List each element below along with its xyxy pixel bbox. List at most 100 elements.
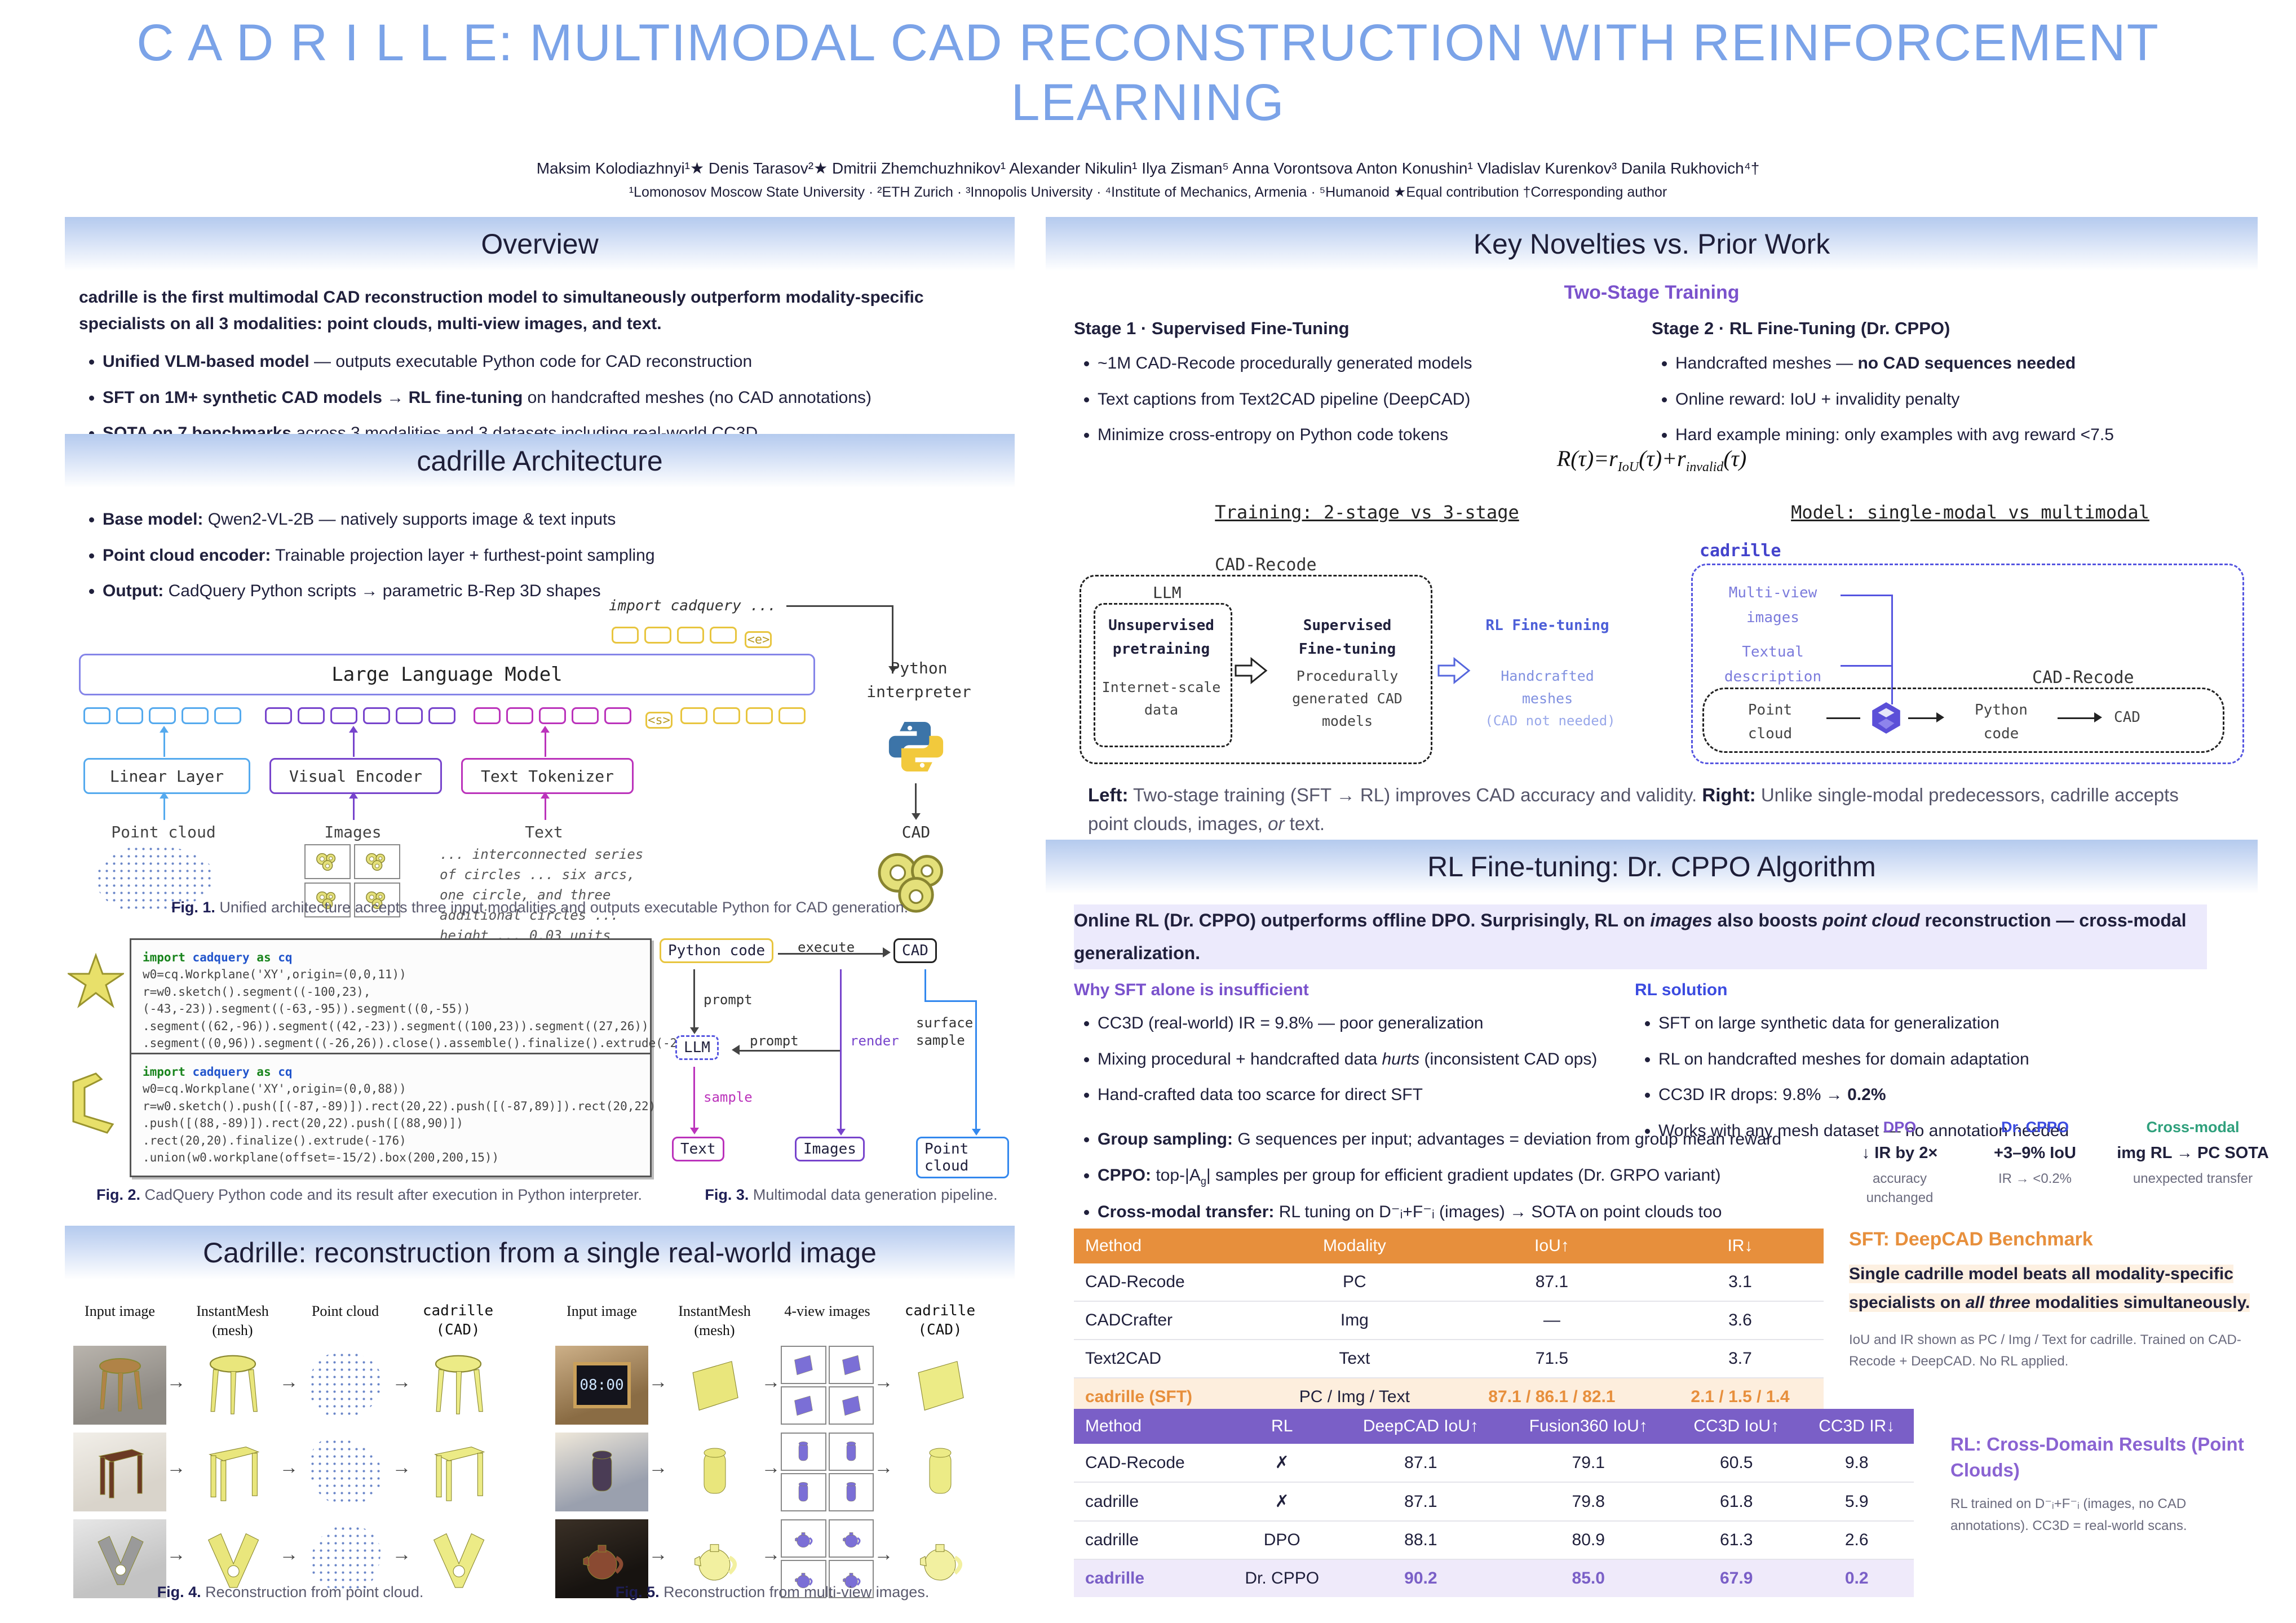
- code-line: .rect(20,20).finalize().extrude(-176): [143, 1133, 406, 1147]
- bullet-item: SFT on large synthetic data for generali…: [1658, 1011, 2255, 1036]
- python-code-node: Python code: [660, 938, 774, 963]
- images-node: Images: [795, 1137, 865, 1161]
- cad-not-needed-label: (CAD not needed): [1485, 713, 1616, 729]
- table-row: CAD-Recode ✗ 87.1 79.1 60.5 9.8: [1074, 1444, 1914, 1483]
- mesh-image: [668, 1433, 761, 1511]
- table-row-highlighted: cadrille Dr. CPPO 90.2 85.0 67.9 0.2: [1074, 1559, 1914, 1597]
- stat-crossmodal: Cross-modal img RL → PC SOTA unexpected …: [2117, 1119, 2269, 1186]
- page-title: C A D R I L L E: MULTIMODAL CAD RECONSTR…: [136, 14, 2160, 131]
- hollow-arrow-icon: [1235, 657, 1268, 685]
- section-header-architecture: cadrille Architecture: [65, 434, 1015, 488]
- authors-line: Maksim Kolodiazhnyi¹★ Denis Tarasov²★ Dm…: [536, 159, 1760, 177]
- section-title: RL Fine-tuning: Dr. CPPO Algorithm: [1427, 851, 1876, 883]
- arrow-icon: →: [761, 1371, 781, 1393]
- handcrafted-meshes-label: Handcrafted meshes: [1501, 668, 1594, 707]
- sft-benchmark-sidebar: SFT: DeepCAD Benchmark Single cadrille m…: [1849, 1229, 2266, 1373]
- bullet-item: Cross-modal transfer: RL tuning on D⁻ᵢ+F…: [1098, 1200, 1847, 1225]
- figure-5-caption: Fig. 5. Reconstruction from multi-view i…: [615, 1584, 930, 1600]
- input-photo: [555, 1432, 648, 1511]
- figure-1-caption: Fig. 1. Unified architecture accepts thr…: [171, 899, 909, 916]
- code-block-2: import cadquery as cq w0=cq.Workplane('X…: [130, 1053, 656, 1177]
- rl-results-heading: RL: Cross-Domain Results (Point Clouds): [1950, 1434, 2244, 1481]
- star-shape-image: [68, 952, 124, 1009]
- section-title: cadrille Architecture: [417, 445, 663, 477]
- fig5-col-header: cadrille (CAD): [904, 1302, 976, 1338]
- arrow-icon: →: [166, 1371, 186, 1393]
- sft-benchmark-table: Method Modality IoU↑ IR↓ CAD-Recode PC 87.1 3…: [1074, 1229, 1824, 1416]
- cad-image: [412, 1346, 505, 1425]
- textual-description-label: Textual description: [1724, 644, 1822, 686]
- arrow-icon: →: [874, 1371, 893, 1393]
- multiview-images-label: Multi-view images: [1728, 584, 1817, 627]
- figure-3-pipeline-diagram: Python code execute CAD prompt LLM promp…: [660, 938, 1009, 1178]
- rl-finetuning-label: RL Fine-tuning: [1485, 617, 1609, 634]
- point-cloud-image: [299, 1346, 392, 1425]
- point-cloud-node: Point cloud: [916, 1137, 1009, 1178]
- input-photo: [555, 1519, 648, 1598]
- cad-image: [893, 1433, 986, 1511]
- stage1-block: Stage 1 · Supervised Fine-Tuning ~1M CAD…: [1074, 318, 1638, 459]
- diagram-caption: Left: Two-stage training (SFT → RL) impr…: [1088, 784, 2179, 835]
- figure-3-caption: Fig. 3. Multimodal data generation pipel…: [705, 1186, 998, 1203]
- section-title: Key Novelties vs. Prior Work: [1473, 228, 1830, 260]
- import-cadquery-label: import cadquery ...: [609, 597, 777, 614]
- sft-benchmark-statement: Single cadrille model beats all modality…: [1849, 1265, 2250, 1312]
- rl-results-note: RL trained on D⁻ᵢ+F⁻ᵢ (images, no CAD an…: [1950, 1496, 2187, 1533]
- unsupervised-pretraining-label: Unsupervised pretraining: [1108, 617, 1214, 658]
- table-row: cadrille ✗ 87.1 79.8 61.8 5.9: [1074, 1482, 1914, 1522]
- code-line: .segment((62,-96)).segment((42,-23)).seg…: [143, 1019, 649, 1033]
- code-line: w0=cq.Workplane('XY',origin=(0,0,11)): [143, 968, 406, 982]
- table-header-row: Method RL DeepCAD IoU↑ Fusion360 IoU↑ CC3D …: [1074, 1409, 1914, 1444]
- llm-label: LLM: [1153, 583, 1182, 602]
- bullet-item: Text captions from Text2CAD pipeline (De…: [1098, 387, 1638, 412]
- code-line: .segment((0,96)).segment((-26,26)).close…: [143, 1036, 692, 1050]
- arrow-icon: →: [279, 1544, 299, 1566]
- multiview-images-thumbnails: [304, 844, 400, 917]
- affiliations-line: ¹Lomonosov Moscow State University · ²ET…: [629, 184, 1667, 200]
- point-cloud-image: [299, 1433, 392, 1511]
- fig4-col-header: Point cloud: [311, 1303, 379, 1319]
- fig4-col-header: InstantMesh (mesh): [196, 1303, 269, 1338]
- input-photo: [73, 1345, 166, 1425]
- bullet-item: SFT on 1M+ synthetic CAD models → RL fin…: [103, 385, 1027, 410]
- mini-stats: DPO ↓ IR by 2× accuracy unchanged Dr. CP…: [1843, 1119, 2272, 1207]
- start-token: <s>: [645, 712, 673, 729]
- rl-solution-heading: RL solution: [1635, 981, 1728, 999]
- cadrille-logo-icon: [1869, 700, 1904, 735]
- fourview-images: [781, 1519, 874, 1598]
- bullet-item: Handcrafted meshes — no CAD sequences ne…: [1675, 351, 2255, 376]
- bullet-item: Group sampling: G sequences per input; a…: [1098, 1127, 1847, 1152]
- prompt-label: prompt: [704, 992, 753, 1008]
- arrow-icon: →: [761, 1457, 781, 1479]
- stat-dpo: DPO ↓ IR by 2× accuracy unchanged: [1861, 1119, 1938, 1205]
- bullet-item: Online reward: IoU + invalidity penalty: [1675, 387, 2255, 412]
- arrow-icon: →: [874, 1544, 893, 1566]
- section-header-overview: Overview: [65, 217, 1015, 271]
- bullet-item: Point cloud encoder: Trainable projectio…: [103, 543, 1027, 568]
- internet-scale-data-label: Internet-scale data: [1101, 679, 1221, 718]
- point-cloud-image: [299, 1519, 392, 1598]
- supervised-finetuning-label: Supervised Fine-tuning: [1298, 617, 1396, 658]
- cadrille-label: cadrille: [1700, 541, 1781, 561]
- cad-output-label: CAD: [901, 823, 931, 841]
- python-interpreter-label: Python interpreter: [866, 659, 971, 701]
- sample-label: sample: [704, 1089, 753, 1105]
- fig4-col-header: cadrille (CAD): [422, 1302, 494, 1338]
- fourview-images: [781, 1345, 874, 1425]
- arrow-icon: →: [166, 1544, 186, 1566]
- stage2-block: Stage 2 · RL Fine-Tuning (Dr. CPPO) Hand…: [1652, 318, 2255, 459]
- arrow-icon: →: [648, 1371, 668, 1393]
- arrow-icon: →: [392, 1544, 412, 1566]
- hollow-arrow-icon: [1437, 657, 1471, 685]
- figure-1-architecture-diagram: import cadquery ... <e> Large Language M…: [79, 597, 1003, 943]
- stat-drcppo: Dr. CPPO +3–9% IoU IR → <0.2%: [1994, 1119, 2076, 1186]
- text-tokenizer-box: Text Tokenizer: [461, 758, 634, 794]
- bullet-item: CC3D (real-world) IR = 9.8% — poor gener…: [1098, 1011, 1632, 1036]
- figure-4-grid: Input image InstantMesh (mesh) Point clo…: [73, 1302, 507, 1598]
- code-line: w0=cq.Workplane('XY',origin=(0,0,88)): [143, 1082, 406, 1096]
- arrow-icon: →: [874, 1457, 893, 1479]
- bullet-item: Works with any mesh dataset — no annotat…: [1658, 1119, 2255, 1143]
- sft-benchmark-note: IoU and IR shown as PC / Img / Text for …: [1849, 1332, 2241, 1369]
- arrow-icon: →: [392, 1457, 412, 1479]
